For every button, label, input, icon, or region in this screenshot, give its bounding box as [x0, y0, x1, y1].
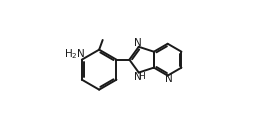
Text: H: H	[138, 72, 144, 81]
Text: N: N	[134, 72, 142, 82]
Text: N: N	[134, 38, 142, 48]
Text: N: N	[165, 74, 173, 84]
Text: H$_2$N: H$_2$N	[64, 48, 86, 61]
